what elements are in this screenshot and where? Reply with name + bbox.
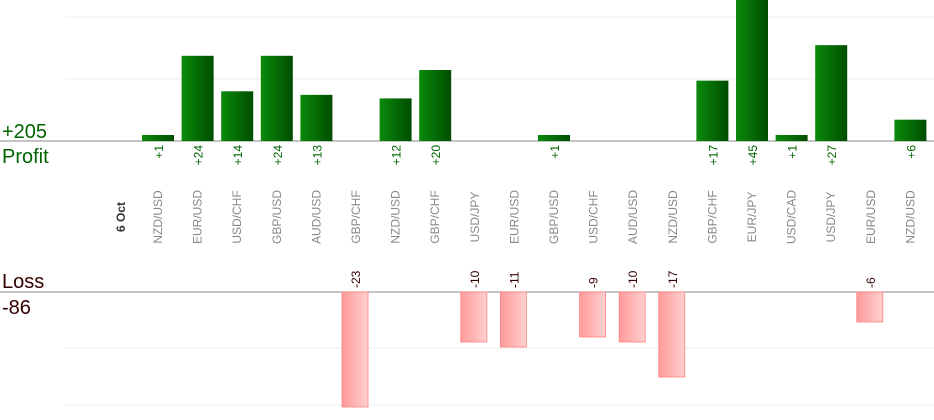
profit-bar: [142, 135, 174, 141]
profit-bar: [221, 91, 254, 141]
category-label: GBP/USD: [270, 190, 284, 244]
profit-value-label: +12: [390, 145, 404, 166]
date-label: 6 Oct: [114, 202, 128, 232]
bars: [142, 0, 927, 408]
category-label: EUR/USD: [191, 190, 205, 244]
category-label: USD/JPY: [824, 192, 838, 243]
category-label: GBP/CHF: [349, 190, 363, 243]
category-label: AUD/USD: [309, 190, 323, 244]
category-label: EUR/USD: [507, 190, 521, 244]
category-label: USD/CAD: [785, 190, 799, 244]
profit-value-label: +24: [271, 145, 285, 166]
profit-bar: [815, 45, 848, 141]
profit-bar: [181, 55, 214, 141]
profit-value-label: +6: [904, 145, 918, 159]
loss-value-label: -23: [349, 270, 363, 288]
profit-bar: [538, 135, 570, 141]
loss-value-label: -17: [666, 270, 680, 288]
category-label: GBP/CHF: [428, 190, 442, 243]
profit-value-label: +17: [706, 145, 720, 166]
loss-total: -86: [2, 297, 31, 319]
category-label: EUR/USD: [864, 190, 878, 244]
category-label: NZD/USD: [389, 190, 403, 244]
profit-total: +205: [2, 121, 47, 143]
loss-bar: [618, 291, 646, 343]
profit-value-label: +14: [231, 145, 245, 166]
profit-value-label: +1: [152, 145, 166, 159]
profit-bar: [775, 135, 808, 141]
category-label: AUD/USD: [626, 190, 640, 244]
category-label: EUR/JPY: [745, 192, 759, 243]
profit-bar: [419, 70, 452, 141]
category-label: GBP/USD: [547, 190, 561, 244]
loss-bar: [579, 291, 606, 338]
loss-bar: [658, 291, 686, 378]
profit-value-label: +45: [746, 145, 760, 166]
labels: NZD/USD +1 EUR/USD +24 USD/CHF +14 GBP/USD +24 A…: [151, 145, 918, 288]
profit-bar: [894, 119, 927, 141]
profit-bar: [736, 0, 768, 141]
profit-bar: [379, 98, 412, 141]
loss-value-label: -9: [587, 277, 601, 288]
loss-bar: [341, 291, 369, 408]
profit-label: Profit: [2, 146, 49, 168]
category-label: USD/CHF: [230, 190, 244, 243]
profit-value-label: +20: [429, 145, 443, 166]
category-label: NZD/USD: [151, 190, 165, 244]
category-label: NZD/USD: [903, 190, 917, 244]
loss-bar: [460, 291, 488, 343]
profit-value-label: +24: [192, 145, 206, 166]
category-label: NZD/USD: [666, 190, 680, 244]
loss-value-label: -10: [626, 270, 640, 288]
profit-value-label: +1: [548, 145, 562, 159]
profit-bar: [260, 55, 293, 141]
loss-value-label: -6: [864, 277, 878, 288]
profit-bar: [300, 94, 333, 141]
loss-label: Loss: [2, 271, 44, 293]
profit-value-label: +13: [310, 145, 324, 166]
loss-value-label: -10: [468, 270, 482, 288]
loss-bar: [499, 291, 527, 348]
profit-value-label: +27: [825, 145, 839, 166]
category-label: USD/JPY: [468, 192, 482, 243]
category-label: GBP/CHF: [705, 190, 719, 243]
profit-bar: [696, 80, 729, 141]
loss-bar: [856, 291, 884, 323]
profit-value-label: +1: [786, 145, 800, 159]
category-label: USD/CHF: [587, 190, 601, 243]
loss-value-label: -11: [507, 271, 521, 288]
